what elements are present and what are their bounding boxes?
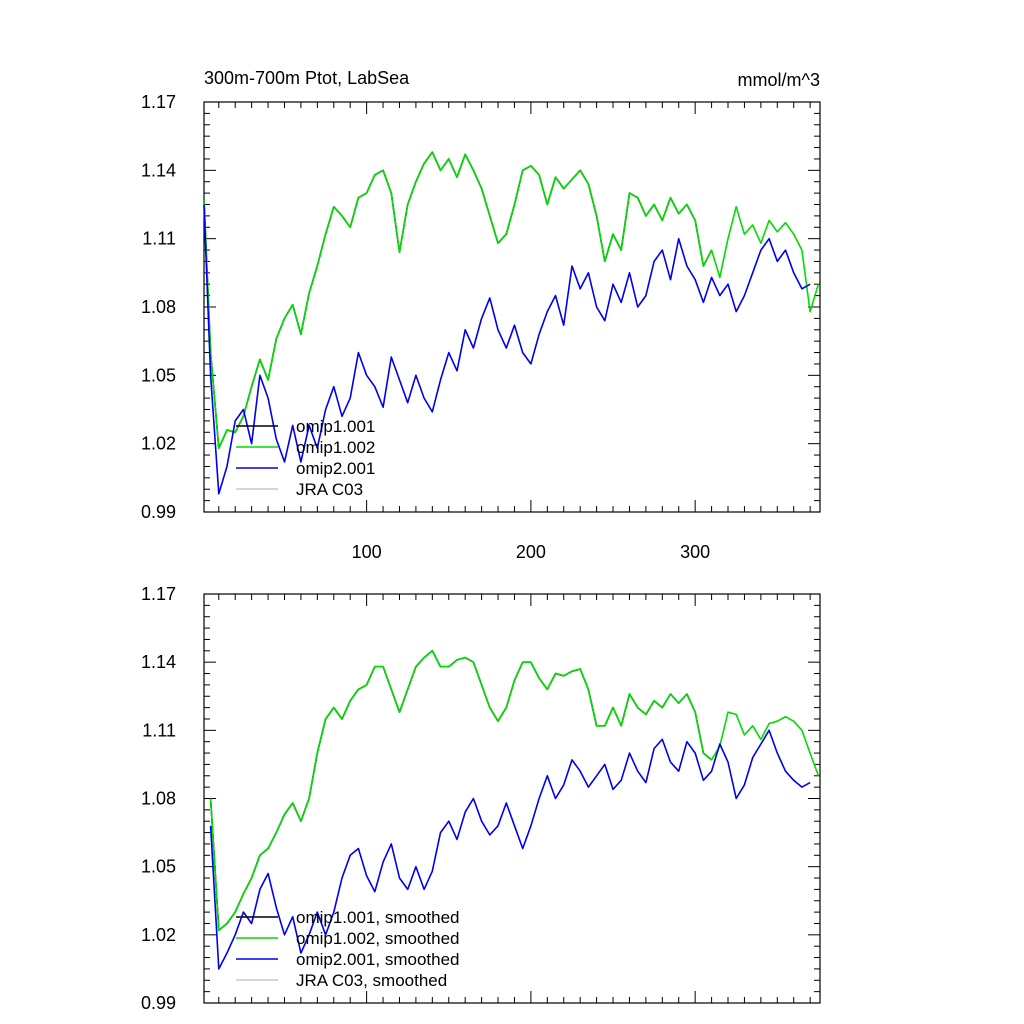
legend-entry: omip1.002, smoothed <box>296 929 460 948</box>
y-tick-label: 1.05 <box>141 365 176 385</box>
series-line-omip1-002 <box>203 151 820 450</box>
y-tick-label: 1.11 <box>142 720 176 740</box>
units-label: mmol/m^3 <box>738 70 820 90</box>
chart-panel-bottom: 1.17 1.14 1.11 1.08 1.05 1.02 0.99 omip1.001, s… <box>141 584 821 1013</box>
x-tick-label: 300 <box>680 542 710 562</box>
y-tick-label: 1.14 <box>141 160 176 180</box>
y-tick-label: 1.02 <box>141 925 176 945</box>
y-tick-label: 1.02 <box>141 434 176 454</box>
series-line-omip2-001 <box>203 204 811 495</box>
legend-entry: omip2.001 <box>296 459 375 478</box>
series-line-omip2-001-smoothed <box>209 729 811 970</box>
series-line-omip1-001-smoothed <box>209 649 713 932</box>
y-tick-label: 1.14 <box>141 652 176 672</box>
y-tick-label: 1.11 <box>142 229 176 249</box>
y-tick-label: 1.17 <box>141 584 176 604</box>
x-tick-label: 200 <box>516 542 546 562</box>
series-line-omip1-002-smoothed <box>209 649 820 932</box>
chart-panel-top: 1.17 1.14 1.11 1.08 1.05 1.02 0.99 100 200 300 omi… <box>141 92 821 562</box>
chart-title: 300m-700m Ptot, LabSea <box>204 68 410 88</box>
legend-entry: omip2.001, smoothed <box>296 950 460 969</box>
x-tick-label: 100 <box>352 542 382 562</box>
legend-entry: omip1.002 <box>296 438 375 457</box>
legend-entry: omip1.001, smoothed <box>296 908 460 927</box>
y-tick-label: 1.08 <box>141 789 176 809</box>
y-tick-label: 0.99 <box>141 993 176 1013</box>
y-tick-label: 1.08 <box>141 297 176 317</box>
y-tick-label: 0.99 <box>141 502 176 522</box>
legend-entry: omip1.001 <box>296 417 375 436</box>
y-tick-label: 1.17 <box>141 92 176 112</box>
legend-entry: JRA C03 <box>296 480 363 499</box>
y-tick-label: 1.05 <box>141 857 176 877</box>
legend-entry: JRA C03, smoothed <box>296 971 447 990</box>
